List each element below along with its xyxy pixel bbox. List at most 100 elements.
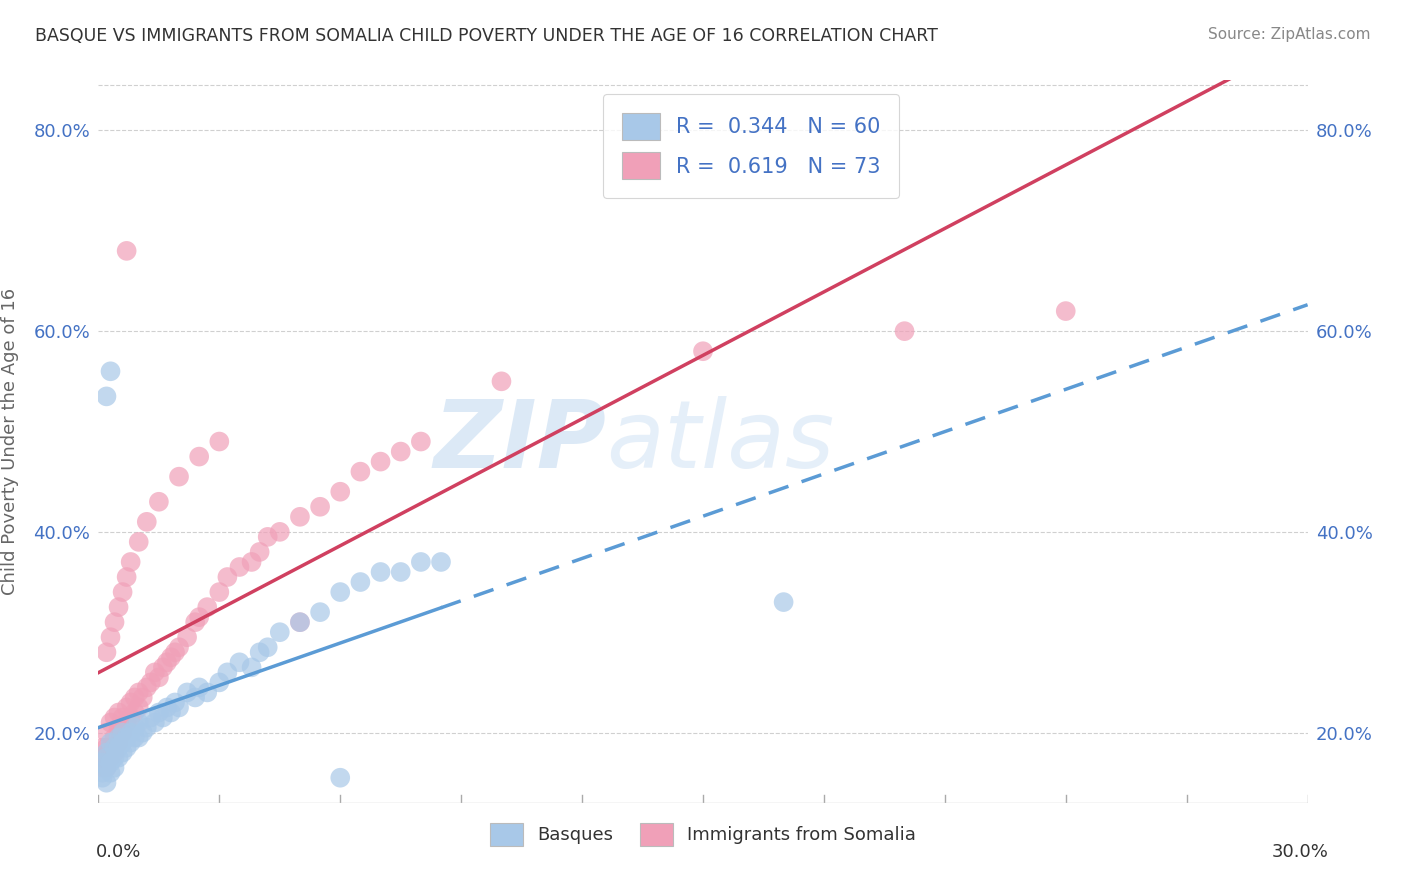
Point — [269, 625, 291, 640]
Point — [111, 710, 134, 724]
Text: atlas: atlas — [606, 396, 835, 487]
Point — [256, 530, 278, 544]
Point — [120, 555, 142, 569]
Point — [160, 650, 183, 665]
Point — [176, 630, 198, 644]
Text: 30.0%: 30.0% — [1272, 843, 1329, 861]
Point — [120, 725, 142, 739]
Point — [100, 735, 122, 749]
Point — [370, 455, 392, 469]
Point — [103, 746, 125, 760]
Point — [139, 675, 162, 690]
Point — [152, 710, 174, 724]
Point — [309, 605, 332, 619]
Point — [100, 740, 122, 755]
Point — [96, 776, 118, 790]
Point — [107, 750, 129, 764]
Point — [103, 710, 125, 724]
Point — [107, 600, 129, 615]
Point — [132, 725, 155, 739]
Point — [120, 735, 142, 749]
Point — [91, 771, 114, 785]
Point — [349, 575, 371, 590]
Point — [132, 690, 155, 705]
Point — [163, 696, 186, 710]
Point — [115, 715, 138, 730]
Point — [96, 761, 118, 775]
Point — [188, 450, 211, 464]
Point — [91, 740, 114, 755]
Point — [124, 721, 146, 735]
Point — [128, 715, 150, 730]
Text: ZIP: ZIP — [433, 395, 606, 488]
Point — [240, 660, 263, 674]
Point — [184, 615, 207, 630]
Point — [96, 746, 118, 760]
Point — [208, 434, 231, 449]
Point — [176, 685, 198, 699]
Point — [148, 670, 170, 684]
Point — [103, 740, 125, 755]
Point — [269, 524, 291, 539]
Text: BASQUE VS IMMIGRANTS FROM SOMALIA CHILD POVERTY UNDER THE AGE OF 16 CORRELATION : BASQUE VS IMMIGRANTS FROM SOMALIA CHILD … — [35, 27, 938, 45]
Point — [152, 660, 174, 674]
Point — [208, 675, 231, 690]
Point — [91, 761, 114, 775]
Point — [249, 545, 271, 559]
Point — [156, 655, 179, 669]
Point — [100, 750, 122, 764]
Point — [240, 555, 263, 569]
Point — [184, 690, 207, 705]
Point — [128, 685, 150, 699]
Point — [91, 750, 114, 764]
Point — [409, 555, 432, 569]
Point — [107, 706, 129, 720]
Point — [156, 700, 179, 714]
Point — [111, 746, 134, 760]
Point — [893, 324, 915, 338]
Point — [96, 389, 118, 403]
Point — [163, 645, 186, 659]
Point — [120, 696, 142, 710]
Point — [96, 740, 118, 755]
Point — [160, 706, 183, 720]
Point — [329, 771, 352, 785]
Point — [115, 740, 138, 755]
Point — [256, 640, 278, 655]
Point — [96, 750, 118, 764]
Point — [96, 645, 118, 659]
Point — [195, 685, 218, 699]
Point — [188, 610, 211, 624]
Point — [148, 706, 170, 720]
Point — [107, 735, 129, 749]
Point — [100, 715, 122, 730]
Point — [349, 465, 371, 479]
Point — [188, 681, 211, 695]
Point — [115, 570, 138, 584]
Point — [167, 640, 190, 655]
Point — [124, 690, 146, 705]
Point — [115, 244, 138, 258]
Text: 0.0%: 0.0% — [96, 843, 141, 861]
Point — [228, 655, 250, 669]
Point — [135, 721, 157, 735]
Point — [430, 555, 453, 569]
Point — [370, 565, 392, 579]
Legend: Basques, Immigrants from Somalia: Basques, Immigrants from Somalia — [481, 814, 925, 855]
Point — [389, 444, 412, 458]
Point — [217, 570, 239, 584]
Point — [111, 585, 134, 599]
Point — [115, 700, 138, 714]
Point — [139, 710, 162, 724]
Point — [143, 715, 166, 730]
Point — [100, 630, 122, 644]
Point — [228, 560, 250, 574]
Point — [135, 515, 157, 529]
Point — [329, 484, 352, 499]
Point — [120, 710, 142, 724]
Point — [409, 434, 432, 449]
Point — [692, 344, 714, 359]
Point — [100, 364, 122, 378]
Point — [1054, 304, 1077, 318]
Point — [103, 615, 125, 630]
